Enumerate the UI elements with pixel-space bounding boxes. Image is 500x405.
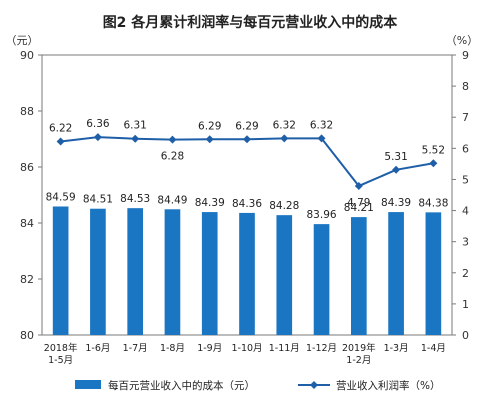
bar-cost-per-100-yuan (388, 212, 404, 335)
left-axis-tick-label: 82 (20, 273, 34, 286)
profit-margin-point (317, 134, 326, 143)
legend-line-label: 营业收入利润率（%） (336, 379, 440, 392)
bar-cost-per-100-yuan (52, 206, 69, 335)
line-data-label: 6.32 (310, 119, 333, 131)
chart-title: 图2 各月累计利润率与每百元营业收入中的成本 (103, 14, 399, 31)
x-axis-tick-label: 1-7月 (123, 343, 148, 354)
line-data-label: 5.31 (384, 151, 407, 163)
profit-margin-point (429, 159, 438, 168)
right-axis-tick-label: 2 (462, 267, 469, 280)
line-data-label: 6.22 (49, 122, 72, 134)
bar-cost-per-100-yuan (201, 212, 218, 335)
left-axis-tick-label: 90 (20, 49, 34, 62)
x-axis-tick-label: 1-9月 (197, 343, 222, 354)
x-axis-tick-label: 1-12月 (306, 343, 337, 354)
left-axis-tick-label: 80 (20, 329, 34, 342)
line-data-label: 6.36 (86, 118, 110, 130)
line-data-label: 6.29 (198, 120, 221, 132)
profit-margin-point (392, 165, 401, 174)
right-axis-tick-label: 8 (462, 80, 469, 93)
right-axis-tick-label: 5 (462, 173, 469, 186)
right-axis-tick-label: 0 (462, 329, 469, 342)
legend: 每百元营业收入中的成本（元） 营业收入利润率（%） (75, 379, 440, 392)
x-axis-tick-label: 1-8月 (160, 343, 185, 354)
profit-margin-point (93, 133, 102, 142)
bar-cost-per-100-yuan (239, 212, 255, 335)
bar-cost-per-100-yuan (276, 215, 293, 335)
line-data-label: 6.28 (161, 151, 184, 163)
bar-data-label: 83.96 (307, 209, 337, 221)
x-axis-tick-label: 1-3月 (384, 343, 409, 354)
left-axis-tick-label: 88 (20, 105, 34, 118)
bar-data-label: 84.36 (232, 198, 262, 210)
profit-margin-point (205, 135, 214, 144)
right-axis-tick-label: 3 (462, 236, 469, 249)
line-data-label: 4.79 (347, 197, 370, 209)
bar-data-label: 84.38 (418, 197, 448, 209)
legend-line-marker (310, 381, 318, 389)
right-axis-unit: （%） (446, 34, 478, 47)
profit-margin-point (56, 137, 65, 146)
profit-margin-point (168, 135, 177, 144)
bar-data-label: 84.39 (195, 197, 225, 209)
profit-margin-point (243, 135, 251, 144)
x-axis-tick-label: 1-4月 (421, 343, 446, 354)
bar-data-label: 84.59 (46, 191, 76, 203)
line-data-label: 6.32 (273, 119, 296, 131)
bar-data-label: 84.49 (157, 194, 187, 206)
right-axis-tick-label: 7 (462, 111, 469, 124)
line-data-label: 6.29 (235, 120, 258, 132)
bar-cost-per-100-yuan (164, 209, 181, 335)
bar-data-label: 84.28 (269, 200, 299, 212)
left-axis-tick-label: 84 (20, 217, 34, 230)
profit-margin-point (280, 134, 289, 143)
bar-data-label: 84.53 (120, 193, 150, 205)
bar-data-label: 84.51 (83, 194, 113, 206)
right-axis-tick-label: 4 (462, 205, 469, 218)
profit-margin-line (60, 136, 434, 188)
right-axis-tick-label: 1 (462, 298, 469, 311)
legend-bar-swatch (75, 380, 101, 389)
bar-data-label: 84.21 (344, 202, 374, 214)
profit-margin-point (354, 181, 363, 190)
x-axis-tick-label: 2018年 1-5月 (44, 342, 78, 366)
bar-cost-per-100-yuan (90, 208, 106, 335)
x-axis-tick-label: 1-6月 (85, 343, 110, 354)
profit-margin-point (131, 134, 140, 143)
x-axis-tick-label: 1-10月 (231, 343, 262, 354)
left-axis-unit: （元） (6, 34, 39, 47)
plot-area: 80 82 84 86 88 90 0 1 2 3 4 5 6 7 8 9 2018年 1-5月 1-6月 1-7月 1… (20, 49, 469, 366)
bar-cost-per-100-yuan (313, 224, 330, 335)
left-axis-tick-label: 86 (20, 161, 34, 174)
line-data-label: 6.31 (123, 120, 146, 132)
bar-cost-per-100-yuan (350, 217, 367, 335)
x-axis-tick-label: 1-11月 (269, 343, 300, 354)
legend-bar-label: 每百元营业收入中的成本（元） (108, 379, 255, 392)
right-axis-tick-label: 6 (462, 142, 469, 155)
bar-cost-per-100-yuan (425, 212, 442, 335)
x-axis-tick-label: 2019年 1-2月 (342, 342, 376, 366)
line-data-label: 5.52 (422, 144, 445, 156)
bar-cost-per-100-yuan (127, 208, 144, 335)
right-axis-tick-label: 9 (462, 49, 469, 62)
bar-data-label: 84.39 (381, 197, 411, 209)
